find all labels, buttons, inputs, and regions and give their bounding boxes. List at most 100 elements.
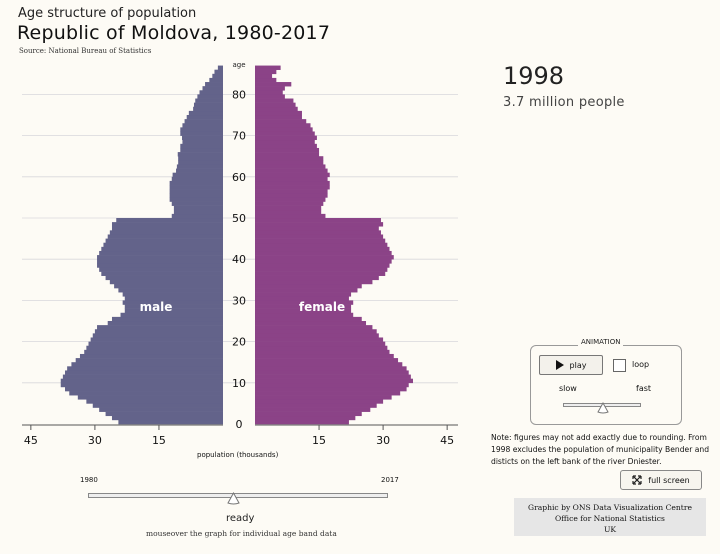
fullscreen-button[interactable]: full screen — [620, 470, 702, 490]
x-tick-label: 45 — [24, 434, 38, 447]
play-button[interactable]: play — [539, 355, 603, 375]
female-bar — [255, 234, 384, 239]
female-bar — [255, 213, 326, 219]
male-bar — [171, 201, 223, 206]
female-bar — [255, 201, 324, 206]
male-bar — [67, 366, 224, 371]
female-bar — [255, 325, 373, 330]
chart-subtitle: Age structure of population — [18, 6, 197, 21]
male-bar — [99, 407, 223, 412]
male-bar — [169, 185, 223, 190]
male-bar — [99, 250, 223, 256]
rounding-note: Note: figures may not add exactly due to… — [491, 433, 710, 466]
male-bar — [94, 329, 224, 334]
x-tick-label: 30 — [88, 434, 102, 447]
female-bar — [255, 259, 392, 264]
female-bar — [255, 143, 317, 149]
timeline-slider-handle[interactable] — [227, 492, 240, 505]
male-bar — [97, 255, 223, 260]
male-bar — [111, 415, 223, 421]
male-bar — [178, 160, 223, 165]
female-bar — [255, 312, 354, 318]
female-bar — [255, 238, 386, 244]
male-bar — [182, 123, 223, 128]
male-bar — [173, 209, 223, 215]
y-tick-label: 70 — [232, 130, 246, 143]
male-bar — [105, 411, 223, 417]
male-bar — [169, 180, 223, 186]
female-bar — [255, 378, 413, 384]
male-bar — [84, 349, 223, 355]
timeline-slider[interactable] — [88, 493, 388, 498]
female-bar — [255, 353, 394, 359]
male-bar — [114, 283, 223, 289]
female-bar — [255, 185, 330, 190]
male-bar — [188, 110, 223, 116]
female-bar — [255, 382, 409, 388]
female-bar — [255, 94, 285, 99]
female-bar — [255, 168, 328, 173]
male-bar — [107, 234, 223, 239]
male-bar — [62, 374, 223, 379]
male-bar — [209, 77, 223, 83]
male-bar — [92, 403, 223, 408]
female-label: female — [299, 300, 345, 314]
male-bar — [197, 94, 223, 99]
male-bar — [180, 147, 223, 153]
male-bar — [169, 189, 223, 194]
female-bar — [255, 172, 330, 178]
female-bar — [255, 333, 379, 338]
female-bar — [255, 193, 328, 198]
male-bar — [182, 139, 223, 145]
timeline-start-label: 1980 — [80, 476, 98, 484]
female-bar — [255, 180, 330, 186]
play-label: play — [569, 360, 587, 370]
female-bar — [255, 73, 273, 79]
female-bar — [255, 152, 320, 157]
female-bar — [255, 275, 379, 281]
male-bar — [180, 127, 223, 132]
female-bar — [255, 358, 399, 363]
female-bar — [255, 407, 371, 412]
male-bar — [176, 168, 223, 173]
loop-checkbox[interactable] — [613, 359, 626, 372]
male-bar — [212, 73, 223, 79]
female-bar — [255, 156, 324, 161]
female-bar — [255, 263, 390, 268]
x-tick-label: 45 — [440, 434, 454, 447]
male-bar — [214, 69, 223, 75]
male-bar — [193, 102, 223, 108]
female-bar — [255, 139, 315, 145]
speed-slider-handle[interactable] — [597, 402, 609, 414]
male-bar — [118, 288, 223, 293]
status-text: ready — [226, 513, 255, 524]
female-bar — [255, 102, 296, 108]
female-bar — [255, 230, 381, 235]
female-bar — [255, 82, 292, 87]
female-bar — [255, 386, 407, 392]
male-bar — [184, 119, 223, 124]
female-bar — [255, 226, 379, 231]
male-bar — [107, 321, 223, 326]
female-bar — [255, 127, 313, 132]
female-bar — [255, 349, 390, 355]
male-bar — [205, 82, 223, 87]
female-bar — [255, 242, 388, 248]
male-bar — [77, 395, 223, 400]
male-bar — [101, 271, 223, 276]
male-bar — [124, 308, 223, 314]
female-bar — [255, 189, 328, 194]
female-bar — [255, 90, 283, 95]
y-tick-label: 80 — [232, 88, 246, 101]
male-bar — [111, 316, 223, 322]
female-bar — [255, 308, 352, 314]
female-bar — [255, 370, 409, 375]
female-bar — [255, 267, 388, 272]
female-bar — [255, 160, 324, 165]
female-bar — [255, 292, 352, 297]
loop-label: loop — [632, 360, 650, 369]
male-bar — [105, 238, 223, 244]
male-bar — [103, 242, 223, 248]
female-bar — [255, 106, 298, 112]
